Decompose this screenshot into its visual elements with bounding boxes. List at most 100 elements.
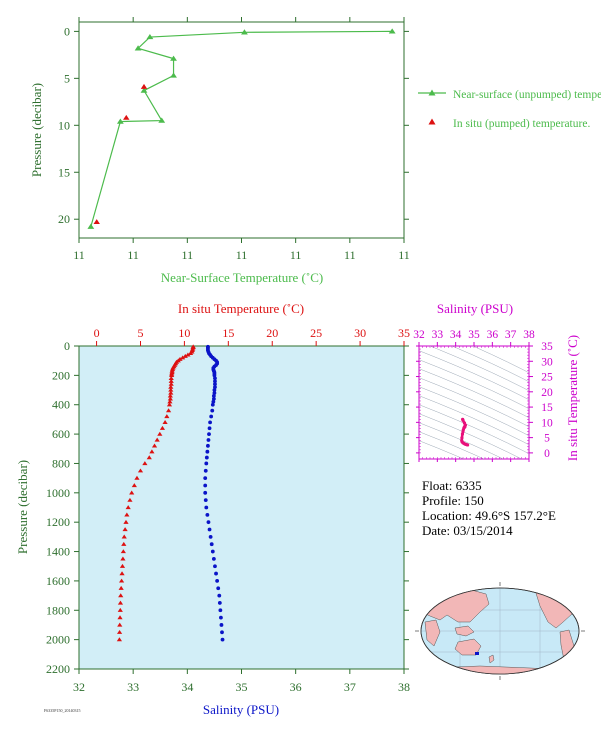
ts-density-contour bbox=[451, 346, 529, 383]
near-surface-unpumped-point bbox=[170, 72, 177, 78]
temperature-profile-point bbox=[162, 420, 168, 424]
temperature-x-tick-label: 35 bbox=[398, 326, 410, 340]
temperature-profile-point bbox=[117, 607, 123, 612]
temperature-profile-point bbox=[182, 353, 188, 358]
temperature-profile-point bbox=[167, 393, 173, 398]
near-surface-unpumped-point bbox=[170, 55, 177, 61]
ts-point bbox=[461, 429, 465, 434]
profile-y-axis-label: Pressure (decibar) bbox=[15, 460, 30, 554]
ts-x-tick-label: 36 bbox=[487, 329, 499, 341]
salinity-profile-point bbox=[213, 379, 217, 384]
salinity-profile-series bbox=[203, 344, 225, 642]
ts-axes: 32 33 34 35 36 37 38 0 5 10 15 20 25 30 35 bbox=[413, 329, 553, 462]
near-surface-unpumped-point bbox=[241, 29, 248, 35]
ts-y-tick-label: 15 bbox=[541, 402, 553, 414]
legend-pumped-text: In situ (pumped) temperature. bbox=[453, 118, 590, 130]
profile-y-tick-label: 1800 bbox=[46, 603, 70, 617]
profile-y-tick-label: 400 bbox=[52, 398, 70, 412]
temperature-profile-point bbox=[127, 497, 133, 502]
profile-y-tick-label: 800 bbox=[52, 456, 70, 470]
temperature-profile-point bbox=[120, 549, 126, 554]
salinity-profile-point bbox=[211, 394, 216, 398]
salinity-profile-point bbox=[206, 520, 211, 525]
salinity-profile-point bbox=[220, 637, 225, 642]
salinity-profile-point bbox=[214, 571, 218, 576]
near-surface-unpumped-point bbox=[87, 223, 95, 229]
salinity-profile-point bbox=[209, 542, 214, 547]
near-surface-temperature-panel: 0 5 10 15 20 11 11 11 11 11 11 11 Near-Surface Temp… bbox=[29, 17, 601, 285]
temperature-profile-point bbox=[122, 527, 128, 532]
temperature-profile-point bbox=[120, 556, 126, 561]
salinity-profile-point bbox=[205, 512, 210, 517]
temperature-profile-point bbox=[168, 387, 174, 392]
near-surface-series bbox=[87, 28, 396, 229]
temperature-profile-point bbox=[159, 425, 166, 430]
salinity-x-tick-label: 33 bbox=[127, 680, 139, 694]
svg-text:In situ (pumped) temperature.: In situ (pumped) temperature. bbox=[453, 118, 590, 130]
ts-point bbox=[465, 443, 470, 447]
ts-density-contour bbox=[419, 395, 529, 446]
temperature-x-tick-label: 10 bbox=[178, 326, 190, 340]
ts-density-contour bbox=[419, 422, 504, 459]
salinity-profile-point bbox=[212, 391, 217, 395]
location-text: Location: 49.6°S 157.2°E bbox=[422, 508, 556, 523]
ts-series bbox=[460, 417, 470, 447]
profile-plot-frame bbox=[78, 345, 405, 670]
salinity-profile-point bbox=[207, 527, 212, 532]
near-surface-unpumped-point bbox=[116, 118, 124, 124]
svg-text:Near-surface (unpumped) temper: Near-surface (unpumped) temperature. bbox=[453, 89, 601, 101]
salinity-profile-point bbox=[215, 579, 220, 583]
profile-y-tick-label: 1400 bbox=[46, 545, 70, 559]
near-surface-y-tick-label: 15 bbox=[58, 165, 70, 179]
near-surface-unpumped-point bbox=[140, 87, 148, 93]
ts-y-tick-label: 0 bbox=[544, 448, 550, 460]
ts-x-tick-label: 35 bbox=[468, 329, 480, 341]
temperature-axis-label: In situ Temperature (˚C) bbox=[178, 301, 304, 316]
ts-plot-frame bbox=[418, 345, 530, 460]
ts-density-contour bbox=[419, 413, 523, 459]
salinity-profile-point bbox=[212, 388, 217, 392]
float-location-marker bbox=[475, 652, 479, 655]
temperature-profile-point bbox=[119, 571, 125, 576]
near-surface-x-tick-label: 11 bbox=[398, 248, 410, 262]
ts-x-tick-label: 38 bbox=[523, 329, 535, 341]
temperature-profile-point bbox=[169, 373, 175, 378]
near-surface-x-tick-label: 11 bbox=[73, 248, 85, 262]
ts-point bbox=[460, 436, 464, 440]
salinity-profile-point bbox=[210, 402, 215, 407]
near-surface-x-tick-label: 11 bbox=[344, 248, 356, 262]
salinity-profile-point bbox=[218, 608, 223, 613]
salinity-profile-point bbox=[220, 630, 224, 635]
salinity-profile-point bbox=[206, 438, 211, 442]
in-situ-pumped-point bbox=[140, 83, 148, 89]
temperature-profile-point bbox=[168, 378, 174, 383]
near-surface-unpumped-point bbox=[158, 117, 166, 123]
near-surface-unpumped-point bbox=[388, 28, 396, 34]
ts-y-tick-label: 5 bbox=[544, 433, 550, 445]
ts-density-contour bbox=[419, 350, 529, 401]
ts-y-tick-label: 20 bbox=[541, 387, 553, 399]
profile-y-tick-label: 2200 bbox=[46, 662, 70, 676]
near-surface-x-tick-label: 11 bbox=[290, 248, 302, 262]
temperature-profile-point bbox=[117, 600, 124, 605]
profile-y-tick-label: 1600 bbox=[46, 574, 70, 588]
salinity-profile-point bbox=[213, 564, 217, 569]
temperature-profile-point bbox=[134, 475, 140, 480]
date-text: Date: 03/15/2014 bbox=[422, 523, 513, 538]
salinity-profile-point bbox=[217, 593, 222, 598]
ts-x-tick-label: 33 bbox=[432, 329, 444, 341]
near-surface-unpumped-point bbox=[146, 33, 154, 40]
profile-axes: 0200400600800100012001400160018002000220… bbox=[46, 326, 410, 694]
ts-y-tick-label: 30 bbox=[541, 356, 553, 368]
salinity-profile-point bbox=[207, 426, 212, 431]
salinity-profile-point bbox=[213, 382, 217, 387]
temperature-profile-point bbox=[137, 468, 144, 473]
temperature-profile-point bbox=[168, 390, 174, 395]
salinity-profile-point bbox=[217, 601, 222, 605]
ts-x-tick-label: 32 bbox=[413, 329, 425, 341]
legend-unpumped-marker bbox=[428, 89, 436, 96]
salinity-x-tick-label: 34 bbox=[181, 680, 193, 694]
profile-panel: 0200400600800100012001400160018002000220… bbox=[15, 301, 410, 717]
temperature-x-tick-label: 20 bbox=[266, 326, 278, 340]
